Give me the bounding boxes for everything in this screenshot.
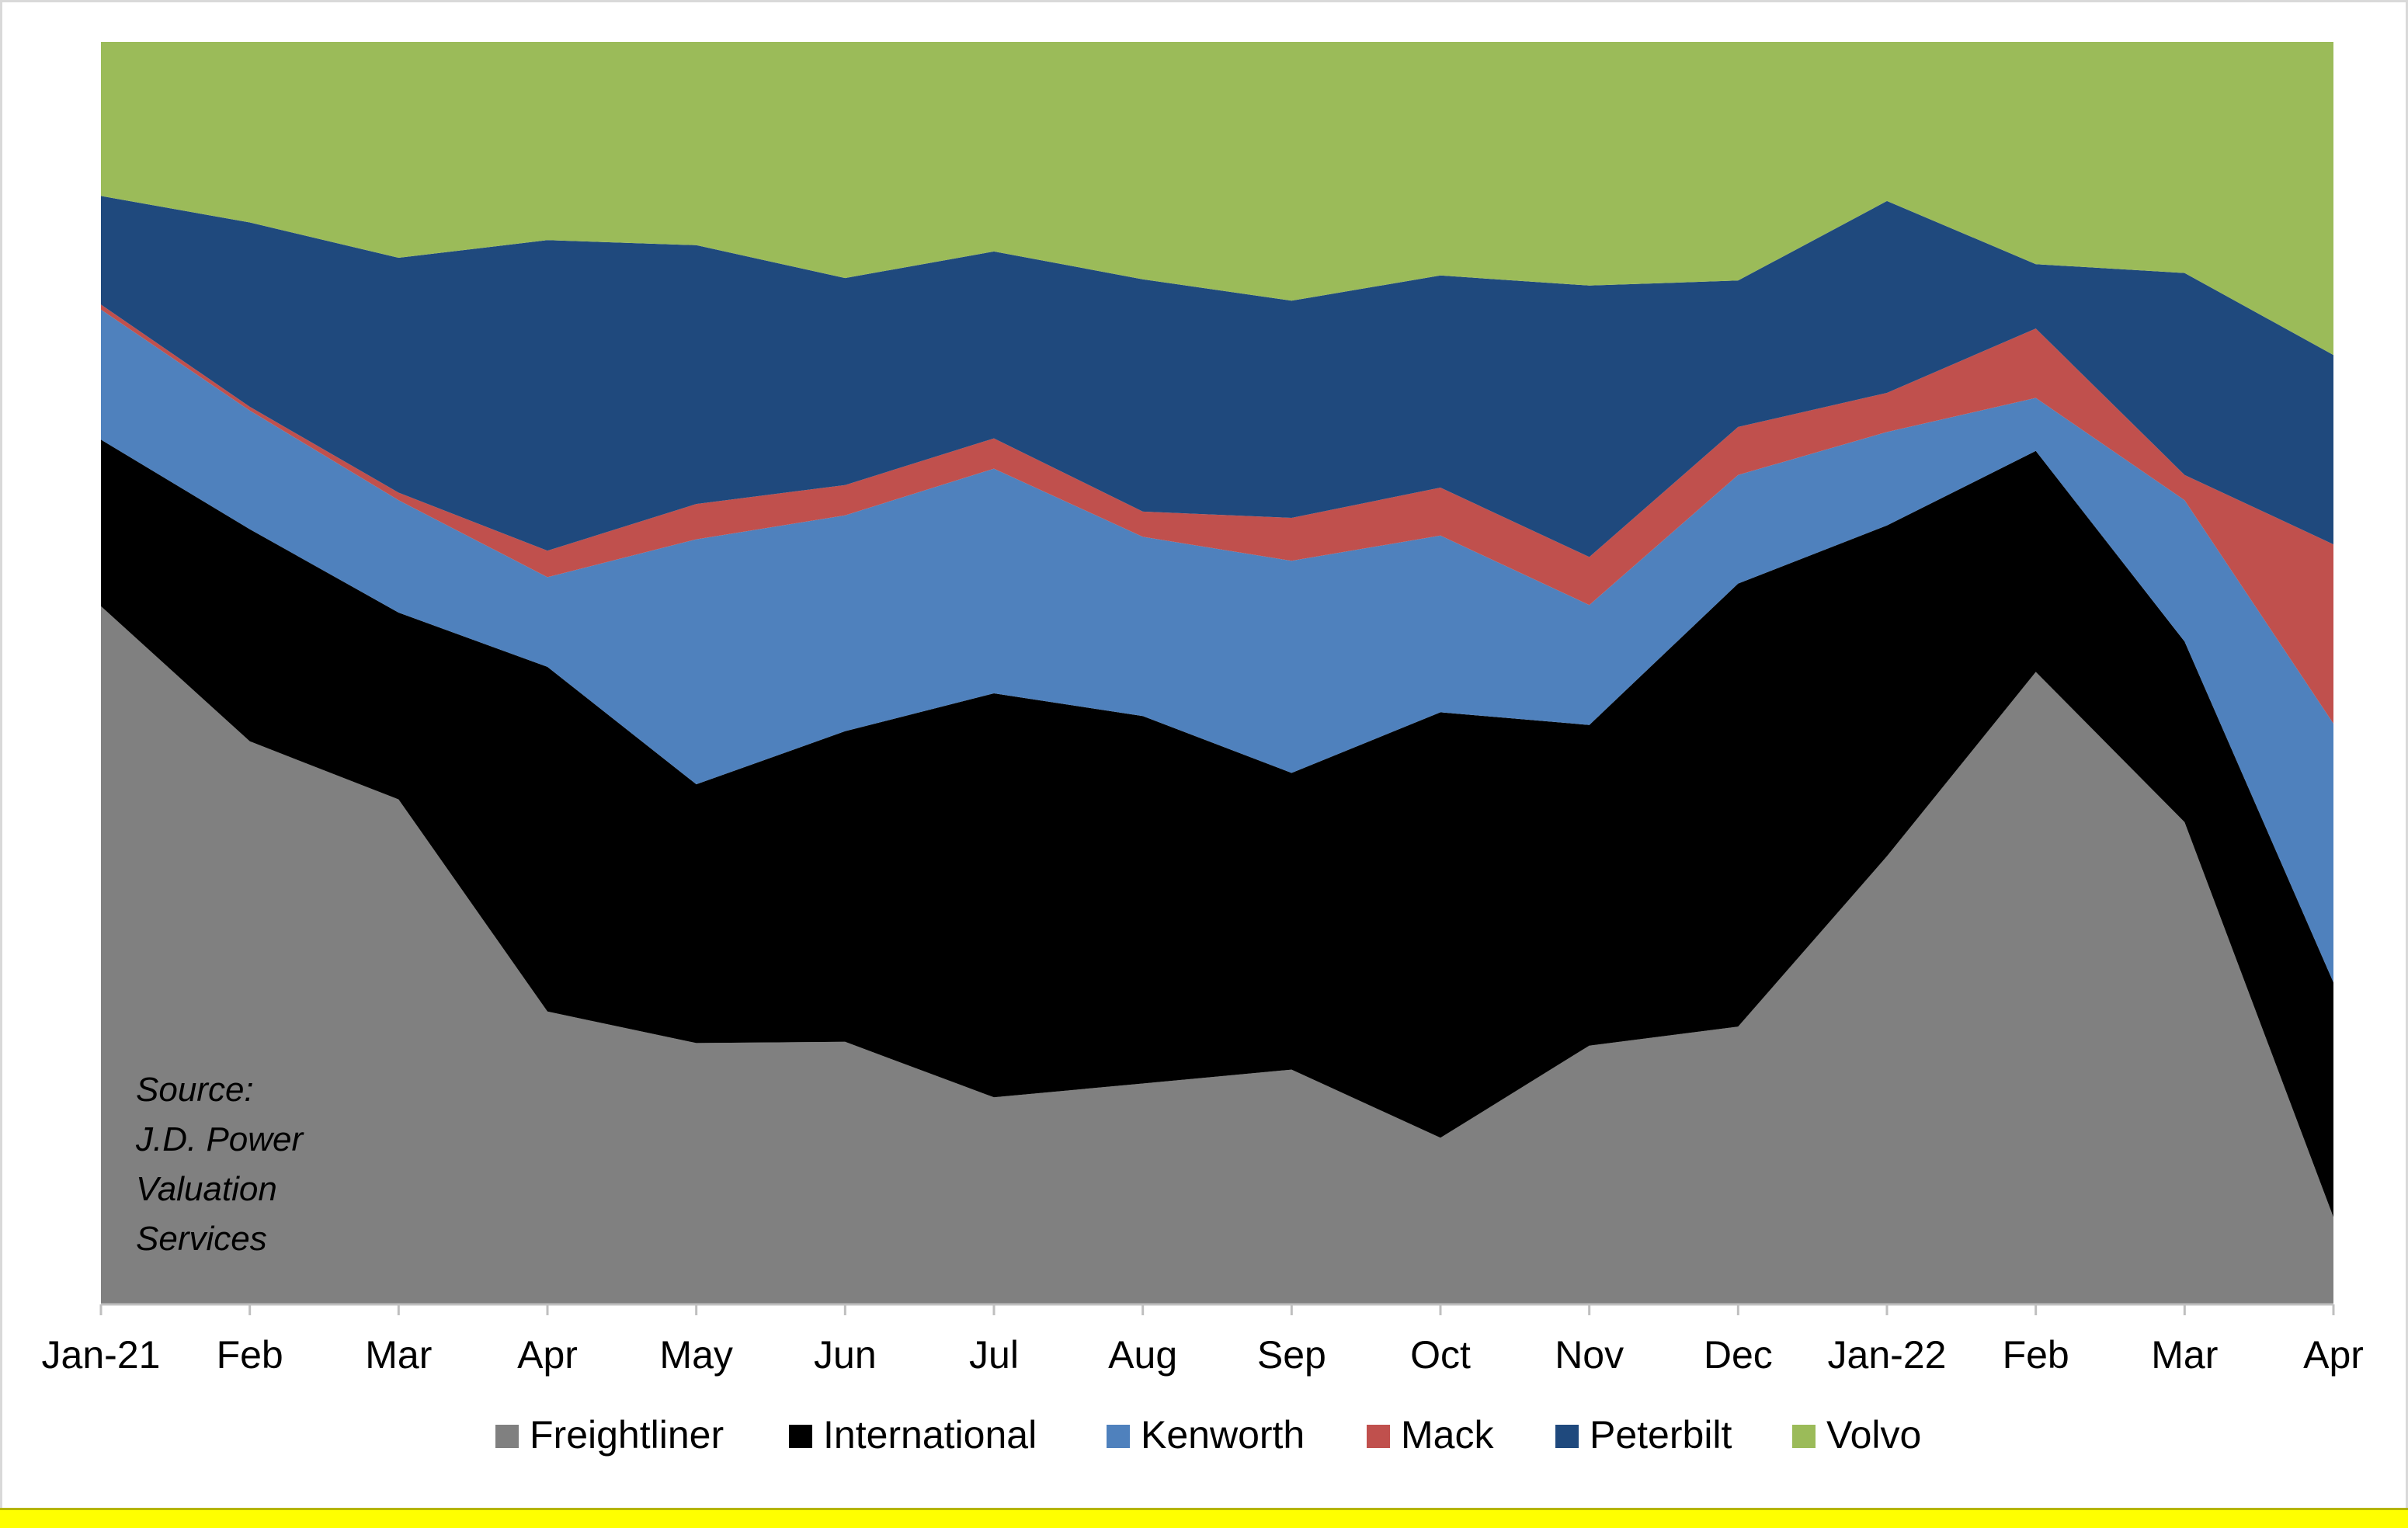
x-tick-label: Oct — [1410, 1333, 1471, 1377]
area-series-layer — [101, 42, 2333, 1304]
x-tick-label: Jan-22 — [1828, 1333, 1947, 1377]
footer-highlight-bar — [0, 1508, 2408, 1528]
legend-swatch-international — [789, 1425, 812, 1448]
x-axis: Jan-21 Feb Mar Apr May Jun Jul Aug Sep Oct Nov Dec J… — [42, 1303, 2364, 1377]
legend-swatch-freightliner — [495, 1425, 519, 1448]
area-peterbilt — [101, 196, 2333, 557]
x-tick-label: Jul — [969, 1333, 1019, 1377]
source-annotation-line: Source: — [136, 1071, 254, 1109]
x-tick-label: Apr — [517, 1333, 578, 1377]
area-freightliner — [101, 606, 2333, 1304]
legend-label-international: International — [823, 1413, 1037, 1457]
x-tick-label: Mar — [365, 1333, 432, 1377]
legend-label-peterbilt: Peterbilt — [1590, 1413, 1732, 1457]
x-tick-label: Nov — [1555, 1333, 1624, 1377]
legend-swatch-peterbilt — [1555, 1425, 1579, 1448]
x-tick-label: Jan-21 — [42, 1333, 161, 1377]
area-kenworth — [101, 309, 2333, 983]
source-annotation-line: J.D. Power — [135, 1120, 305, 1158]
area-international — [101, 439, 2333, 1217]
area-volvo — [101, 42, 2333, 356]
source-annotation-line: Services — [136, 1220, 267, 1258]
legend-label-kenworth: Kenworth — [1141, 1413, 1305, 1457]
source-annotation-line: Valuation — [136, 1170, 277, 1208]
x-tick-label: Aug — [1108, 1333, 1177, 1377]
legend-label-mack: Mack — [1401, 1413, 1494, 1457]
legend: Freightliner International Kenworth Mack Pet… — [495, 1413, 1921, 1457]
x-tick-label: Dec — [1704, 1333, 1773, 1377]
x-tick-label: Mar — [2151, 1333, 2218, 1377]
x-tick-label: May — [659, 1333, 732, 1377]
x-tick-label: Jun — [814, 1333, 877, 1377]
x-tick-label: Feb — [2003, 1333, 2069, 1377]
legend-label-freightliner: Freightliner — [530, 1413, 724, 1457]
x-tick-label: Sep — [1257, 1333, 1326, 1377]
legend-swatch-volvo — [1792, 1425, 1816, 1448]
legend-swatch-mack — [1367, 1425, 1390, 1448]
x-tick-label: Apr — [2303, 1333, 2364, 1377]
legend-swatch-kenworth — [1107, 1425, 1130, 1448]
x-tick-label: Feb — [217, 1333, 283, 1377]
source-annotation: Source: J.D. Power Valuation Services — [135, 1071, 305, 1258]
legend-label-volvo: Volvo — [1826, 1413, 1921, 1457]
